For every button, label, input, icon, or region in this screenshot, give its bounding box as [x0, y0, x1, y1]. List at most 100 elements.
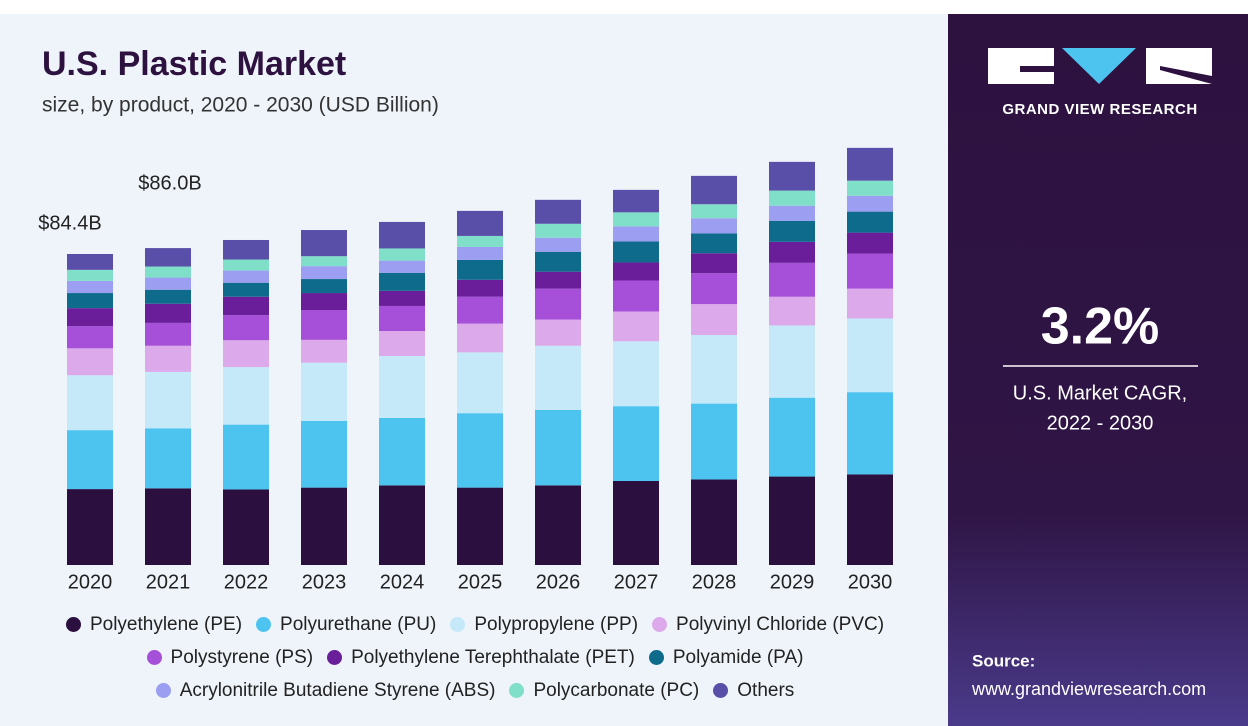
legend-item: Polyvinyl Chloride (PVC) — [652, 614, 884, 636]
total-label: $84.4B — [38, 212, 101, 234]
bar-segment — [457, 235, 503, 247]
bar-segment — [145, 289, 191, 304]
bar-segment — [223, 340, 269, 368]
legend-item: Acrylonitrile Butadiene Styrene (ABS) — [155, 679, 496, 702]
legend-item: Polypropylene (PP) — [450, 614, 638, 636]
legend-label: Polyethylene (PE) — [89, 613, 243, 635]
legend-label: Acrylonitrile Butadiene Styrene (ABS) — [179, 679, 496, 701]
bar-segment — [847, 392, 893, 475]
legend-item: Others — [713, 680, 794, 702]
bar-segment — [301, 487, 347, 565]
bar-segment — [613, 341, 659, 407]
stat: 3.2% — [1041, 298, 1160, 356]
source-url: www.grandviewresearch.com — [971, 679, 1206, 699]
bar-segment — [613, 280, 659, 312]
bar-segment — [691, 304, 737, 336]
bar-segment — [691, 403, 737, 480]
legend-swatch — [713, 683, 729, 698]
bar-segment — [535, 288, 581, 320]
legend-swatch — [256, 617, 272, 632]
bar-segment — [145, 428, 191, 489]
bar-segment — [691, 335, 737, 404]
bar-segment — [457, 487, 503, 565]
bar-segment — [145, 277, 191, 290]
bar-segment — [847, 147, 893, 181]
bar-segment — [145, 248, 191, 267]
bar-segment — [145, 266, 191, 278]
bar-segment — [613, 480, 659, 565]
x-tick-label: 2021 — [146, 571, 191, 593]
bar-segment — [613, 226, 659, 242]
x-tick-label: 2026 — [536, 571, 581, 593]
legend-label: Polyamide (PA) — [672, 646, 804, 668]
legend-item: Polycarbonate (PC) — [509, 680, 699, 702]
x-tick-label: 2024 — [380, 571, 425, 593]
legend-item: Polyurethane (PU) — [256, 614, 436, 636]
x-tick-label: 2027 — [614, 571, 659, 593]
bar-segment — [613, 262, 659, 281]
bar-segment — [691, 273, 737, 305]
legend-swatch — [65, 617, 81, 632]
bar-segment — [457, 296, 503, 324]
bar-segment — [613, 406, 659, 481]
bar-segment — [67, 280, 113, 294]
bar-segment — [223, 489, 269, 565]
bar-segment — [535, 251, 581, 272]
bar-segment — [67, 489, 113, 565]
legend-label: Polyurethane (PU) — [280, 613, 437, 635]
legend-label: Others — [737, 679, 795, 701]
bar-segment — [613, 189, 659, 213]
bar-segment — [379, 356, 425, 418]
bar-segment — [847, 288, 893, 319]
x-tick-label: 2022 — [224, 571, 269, 593]
legend-label: Polyvinyl Chloride (PVC) — [676, 613, 885, 635]
legend-row: Polyethylene (PE) Polyurethane (PU) Polypr… — [20, 608, 930, 641]
bar-segment — [145, 371, 191, 429]
bar-segment — [67, 326, 113, 349]
bar-segment — [691, 204, 737, 219]
bar-segment — [301, 279, 347, 294]
bar-segment — [223, 296, 269, 316]
bar-segment — [535, 485, 581, 565]
bar-segment — [691, 253, 737, 274]
bar-segment — [457, 323, 503, 353]
bar-segment — [769, 476, 815, 565]
bar-segment — [223, 239, 269, 260]
legend-label: Polystyrene (PS) — [170, 646, 314, 668]
stat-caption: 2022 - 2030 — [1047, 412, 1154, 434]
legend-swatch — [450, 617, 466, 632]
bar-segment — [67, 308, 113, 327]
bar-segment — [691, 218, 737, 234]
bar-segment — [145, 322, 191, 346]
bar-segment — [223, 259, 269, 271]
brand: GRAND VIEW RESEARCH — [1002, 101, 1197, 118]
logo — [988, 48, 1212, 84]
bar-segment — [301, 256, 347, 267]
legend: Polyethylene (PE) Polyurethane (PU) Polypr… — [20, 608, 930, 707]
legend-item: Polyethylene (PE) — [65, 613, 243, 636]
bar-segment — [535, 409, 581, 486]
bar-segment — [769, 397, 815, 477]
legend-swatch — [509, 683, 525, 698]
x-tick-label: 2020 — [68, 571, 113, 593]
total-label: $86.0B — [138, 172, 201, 194]
bar-segment — [379, 417, 425, 486]
bar-segment — [691, 175, 737, 205]
bar-segment — [847, 253, 893, 289]
bar-segment — [67, 430, 113, 490]
bar-segment — [67, 348, 113, 376]
bar-segment — [67, 293, 113, 309]
bar-segment — [769, 325, 815, 398]
bar-segment — [223, 282, 269, 297]
bar-segment — [535, 345, 581, 410]
legend-label: Polyethylene Terephthalate (PET) — [351, 646, 635, 668]
bar-segment — [457, 210, 503, 236]
bar-segment — [67, 375, 113, 431]
chart-subtitle: size, by product, 2020 - 2030 (USD Billi… — [42, 94, 439, 117]
bar-segment — [535, 271, 581, 289]
x-tick-label: 2023 — [302, 571, 347, 593]
bar-segment — [223, 270, 269, 283]
bar-segment — [457, 352, 503, 414]
bar-segment — [613, 311, 659, 342]
stat-caption: U.S. Market CAGR, — [1013, 382, 1187, 404]
